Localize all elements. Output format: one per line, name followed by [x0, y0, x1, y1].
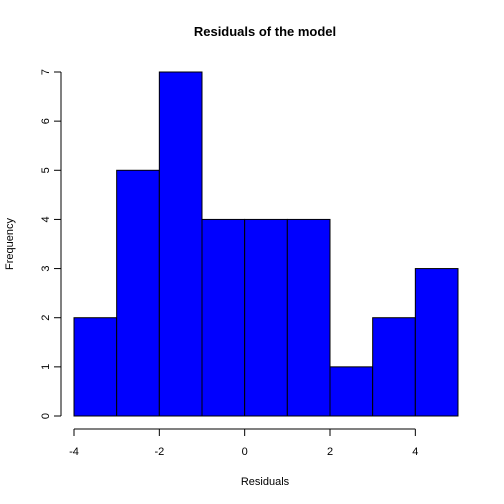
histogram-bar-4: [244, 218, 288, 417]
histogram-bar-6: [329, 366, 374, 417]
x-axis: -4 -2 0 2 4: [69, 428, 418, 458]
chart-title: Residuals of the model: [194, 24, 336, 39]
x-tick-label: 2: [327, 446, 333, 458]
histogram-bar-1: [116, 169, 160, 417]
y-axis-label: Frequency: [4, 218, 16, 270]
y-tick-label: 2: [40, 315, 52, 321]
y-tick-label: 4: [40, 216, 52, 222]
y-tick-label: 1: [40, 364, 52, 370]
histogram-bar-2: [158, 71, 203, 417]
bars-group: [73, 71, 459, 417]
y-axis: 0 1 2 3 4 5 6 7: [40, 69, 62, 419]
histogram-bar-8: [414, 268, 459, 417]
histogram-bar-7: [372, 317, 416, 417]
x-tick-label: -4: [69, 446, 79, 458]
x-tick-label: 0: [242, 446, 248, 458]
y-tick-label: 6: [40, 118, 52, 124]
x-tick-label: 4: [412, 446, 418, 458]
y-tick-label: 7: [40, 69, 52, 75]
x-tick-label: -2: [154, 446, 164, 458]
y-tick-label: 5: [40, 167, 52, 173]
x-axis-label: Residuals: [241, 476, 290, 488]
histogram-bar-3: [201, 218, 246, 417]
histogram-bar-0: [73, 317, 118, 417]
histogram-bar-5: [286, 218, 331, 417]
y-tick-label: 3: [40, 266, 52, 272]
y-tick-label: 0: [40, 413, 52, 419]
